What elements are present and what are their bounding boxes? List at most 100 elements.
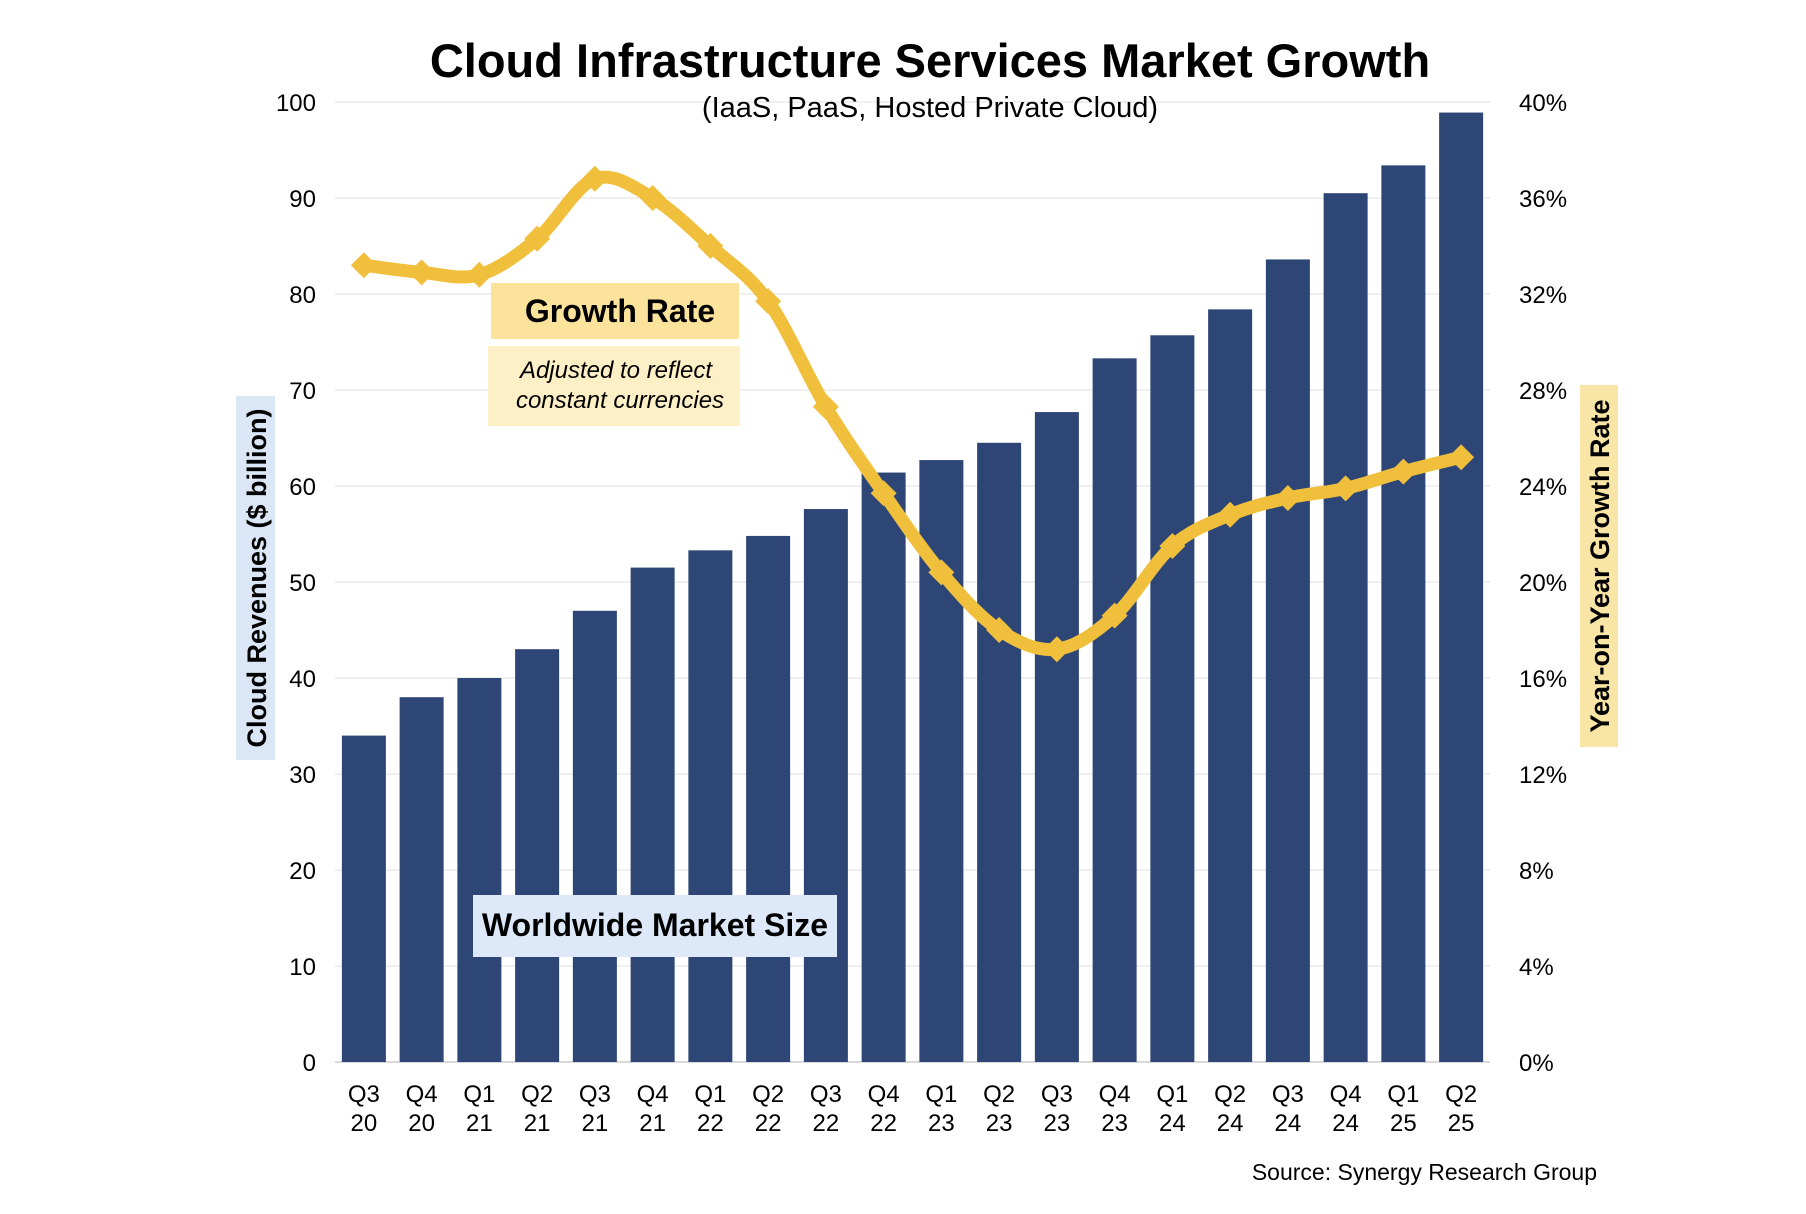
growth-rate-point (812, 393, 839, 420)
x-tick-label: 23 (986, 1110, 1013, 1137)
right-tick-label: 12% (1519, 762, 1567, 789)
bar (977, 442, 1022, 1062)
growth-rate-point (1043, 636, 1070, 663)
growth-rate-point (639, 185, 666, 211)
x-tick-label: 25 (1448, 1110, 1475, 1137)
growth-rate-note-line1: Adjusted to reflect (518, 357, 713, 384)
x-tick-label: 21 (639, 1110, 666, 1137)
bar (803, 509, 848, 1062)
growth-rate-point (1159, 533, 1186, 559)
growth-rate-point (928, 559, 955, 586)
growth-rate-point (1217, 501, 1244, 528)
x-tick-label: 22 (755, 1110, 782, 1137)
right-axis-label: Year-on-Year Growth Rate (1585, 399, 1615, 732)
bar-series-market-size (341, 112, 1484, 1063)
x-tick-label: Q4 (1099, 1081, 1131, 1108)
x-tick-label: Q4 (1330, 1081, 1362, 1108)
left-tick-label: 0 (303, 1050, 316, 1077)
x-tick-label: 21 (466, 1110, 493, 1137)
bar (746, 535, 791, 1062)
left-tick-label: 30 (289, 762, 316, 789)
bar (1208, 309, 1253, 1062)
x-tick-label: Q1 (463, 1081, 495, 1108)
left-tick-label: 60 (289, 474, 316, 501)
x-tick-label: Q1 (1387, 1081, 1419, 1108)
x-tick-label: 25 (1390, 1110, 1417, 1137)
bar (630, 567, 675, 1062)
x-tick-label: Q2 (983, 1081, 1015, 1108)
right-tick-label: 36% (1519, 186, 1567, 213)
growth-rate-point (1390, 458, 1417, 485)
x-tick-label: Q3 (1272, 1081, 1304, 1108)
right-tick-label: 40% (1519, 90, 1567, 117)
source-note: Source: Synergy Research Group (1252, 1159, 1597, 1185)
right-tick-label: 28% (1519, 378, 1567, 405)
x-tick-label: 21 (582, 1110, 609, 1137)
growth-rate-point (1332, 475, 1359, 502)
left-tick-label: 10 (289, 954, 316, 981)
growth-rate-title: Growth Rate (525, 293, 715, 329)
right-tick-label: 20% (1519, 570, 1567, 597)
right-axis-ticks: 0% 4% 8% 12% 16% 20% 24% 28% 32% 36% 40% (1519, 90, 1567, 1077)
growth-rate-point (755, 288, 782, 315)
bar (1034, 412, 1079, 1063)
bar (1323, 193, 1368, 1062)
x-tick-label: Q3 (579, 1081, 611, 1108)
x-tick-label: Q4 (637, 1081, 669, 1108)
left-axis-label-bg (236, 396, 275, 760)
market-size-label-bg (473, 895, 837, 957)
x-tick-label: 24 (1332, 1110, 1359, 1137)
left-tick-label: 40 (289, 666, 316, 693)
growth-rate-point (697, 233, 724, 259)
right-tick-label: 0% (1519, 1050, 1554, 1077)
growth-rate-point (408, 259, 435, 286)
x-tick-label: Q3 (348, 1081, 380, 1108)
growth-rate-point (466, 261, 493, 288)
left-tick-label: 90 (289, 186, 316, 213)
x-tick-label: 22 (813, 1110, 840, 1137)
growth-rate-point (350, 252, 377, 279)
bar (1150, 335, 1195, 1062)
x-tick-label: 20 (408, 1110, 435, 1137)
bar (341, 735, 386, 1062)
left-tick-label: 20 (289, 858, 316, 885)
x-tick-label: 21 (524, 1110, 551, 1137)
left-axis-ticks: 0 10 20 30 40 50 60 70 80 90 100 (276, 90, 316, 1077)
x-tick-label: Q1 (925, 1081, 957, 1108)
x-tick-label: 23 (1044, 1110, 1071, 1137)
market-size-label: Worldwide Market Size (482, 907, 828, 943)
x-tick-label: Q4 (868, 1081, 900, 1108)
x-tick-label: Q2 (752, 1081, 784, 1108)
bar (1381, 165, 1426, 1063)
bar (861, 472, 906, 1062)
x-tick-label: 20 (351, 1110, 378, 1137)
growth-rate-point (870, 480, 897, 507)
growth-rate-title-bg (491, 283, 739, 339)
x-tick-label: Q2 (1214, 1081, 1246, 1108)
right-tick-label: 24% (1519, 474, 1567, 501)
bar (1265, 259, 1310, 1062)
right-tick-label: 32% (1519, 282, 1567, 309)
left-tick-label: 50 (289, 570, 316, 597)
x-tick-label: Q4 (406, 1081, 438, 1108)
x-tick-label: 24 (1275, 1110, 1302, 1137)
bar (1439, 112, 1484, 1062)
x-tick-label: 24 (1217, 1110, 1244, 1137)
x-tick-label: 23 (928, 1110, 955, 1137)
left-tick-label: 100 (276, 90, 316, 117)
left-tick-label: 70 (289, 378, 316, 405)
right-tick-label: 4% (1519, 954, 1554, 981)
x-tick-label: 24 (1159, 1110, 1186, 1137)
x-tick-label: 22 (870, 1110, 897, 1137)
x-axis-ticks: Q320Q420Q121Q221Q321Q421Q122Q222Q322Q422… (348, 1081, 1477, 1137)
x-tick-label: 23 (1101, 1110, 1128, 1137)
right-tick-label: 8% (1519, 858, 1554, 885)
bar (1092, 358, 1137, 1062)
right-axis-label-bg (1580, 385, 1618, 747)
right-tick-label: 16% (1519, 666, 1567, 693)
bar (688, 550, 733, 1062)
line-series-growth-rate (350, 165, 1475, 663)
growth-rate-point (1274, 485, 1301, 511)
growth-rate-note-line2: constant currencies (516, 387, 724, 414)
